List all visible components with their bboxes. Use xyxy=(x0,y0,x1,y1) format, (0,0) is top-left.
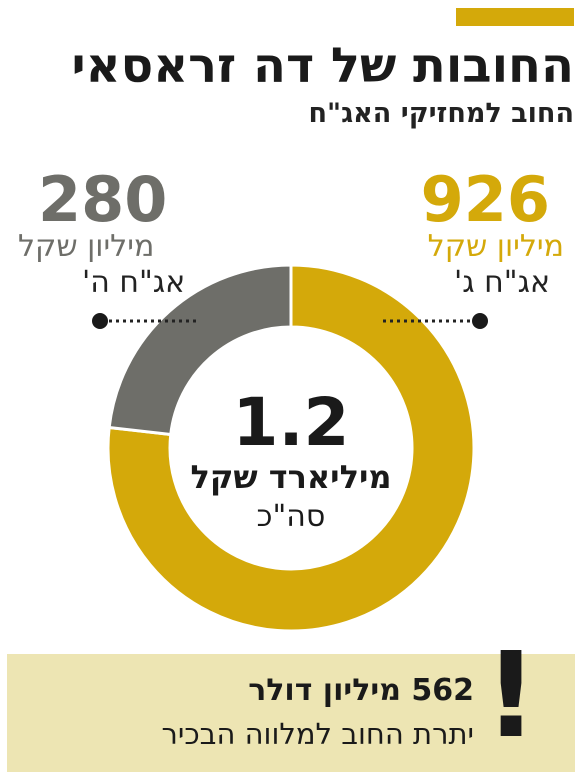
accent-bar xyxy=(456,8,574,26)
leader-dot xyxy=(92,313,108,329)
series-value-label: 926 xyxy=(420,163,550,236)
page-title: החובות של דה זראסאי xyxy=(71,38,575,94)
exclamation-icon: ! xyxy=(484,626,538,764)
donut-slice xyxy=(106,263,476,633)
total-unit: מיליארד שקל xyxy=(190,458,392,496)
total-value: 1.2 xyxy=(232,384,350,461)
series-unit-label: מיליון שקל xyxy=(18,229,155,264)
leader-dot xyxy=(472,313,488,329)
donut-slice xyxy=(107,263,293,437)
series-unit-label: מיליון שקל xyxy=(427,229,564,264)
series-name-label: אג"ח ג' xyxy=(454,265,550,300)
series-name-label: אג"ח ה' xyxy=(82,265,186,300)
donut-chart xyxy=(92,263,488,633)
note-headline: 562 מיליון דולר xyxy=(248,673,474,708)
page-subtitle: החוב למחזיקי האג"ח xyxy=(308,98,574,129)
note-box xyxy=(7,654,575,772)
series-value-label: 280 xyxy=(38,163,168,236)
note-text: יתרת החוב למלווה הבכיר xyxy=(161,717,474,751)
total-label: סה"כ xyxy=(256,499,326,534)
